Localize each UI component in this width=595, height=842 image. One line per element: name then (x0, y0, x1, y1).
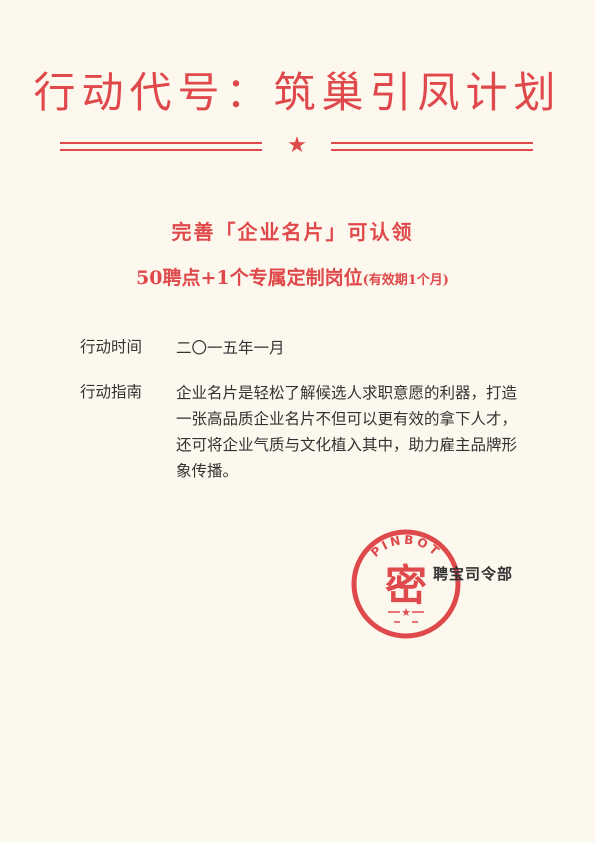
offer-validity: (有效期1个月) (362, 273, 449, 288)
action-guide-value: 企业名片是轻松了解候选人求职意愿的利器，打造一张高品质企业名片不但可以更有效的拿… (176, 384, 518, 480)
signer-name: 聘宝司令部 (433, 565, 514, 583)
seal-stamp: PINBOT 密 ★ (350, 528, 462, 640)
stamp-star-icon: ★ (401, 606, 411, 619)
action-time-value: 二〇一五年一月 (176, 339, 285, 357)
page-title: 行动代号：筑巢引凤计划 (33, 68, 562, 117)
star-icon: ★ (287, 133, 307, 158)
title-divider (60, 138, 533, 156)
offer-headline: 完善「企业名片」可认领 (171, 220, 414, 244)
offer-points: 50聘点+1个专属定制岗位 (136, 267, 363, 289)
offer-detail: 50聘点+1个专属定制岗位(有效期1个月) (0, 263, 585, 290)
action-time-label: 行动时间 (80, 338, 143, 356)
action-guide-label: 行动指南 (80, 383, 143, 401)
stamp-center-char: 密 (385, 561, 427, 610)
